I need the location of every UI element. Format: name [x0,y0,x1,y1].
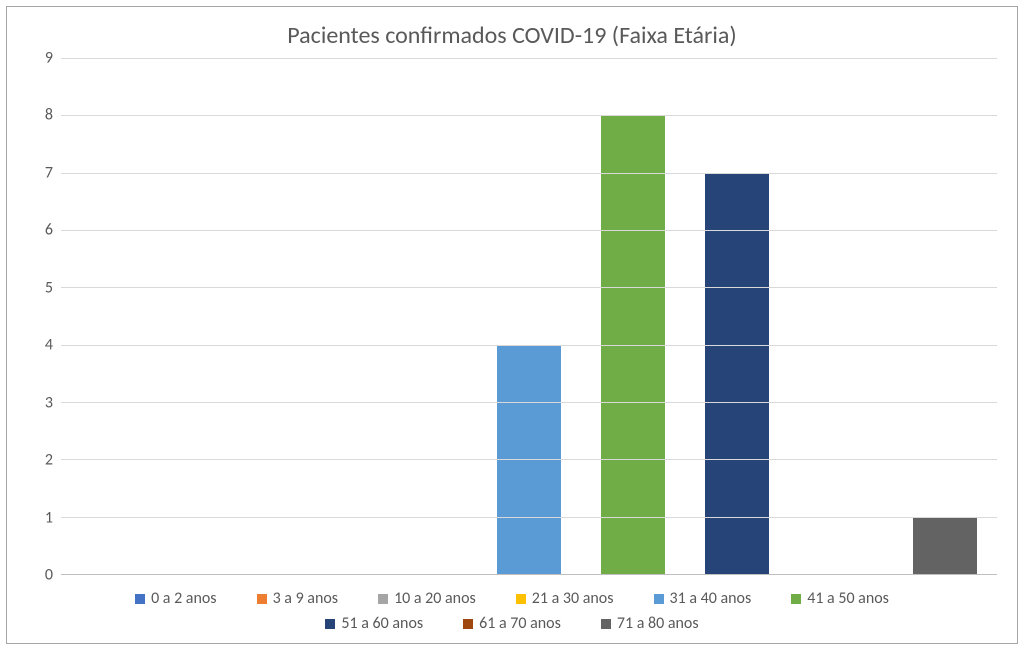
legend-item: 61 a 70 anos [463,614,561,633]
y-tick-label: 0 [45,566,53,585]
y-tick-label: 5 [45,278,53,297]
plot [61,58,997,575]
legend-item: 71 a 80 anos [601,614,699,633]
gridline [61,287,997,288]
bar [705,173,769,574]
chart-title: Pacientes confirmados COVID-19 (Faixa Et… [27,21,997,50]
y-tick-label: 8 [45,106,53,125]
legend-label: 41 a 50 anos [807,589,889,608]
bar-slot [61,58,165,574]
legend-label: 51 a 60 anos [341,614,423,633]
bar-slot [789,58,893,574]
legend-swatch [135,594,145,604]
legend-label: 10 a 20 anos [394,589,476,608]
legend-item: 51 a 60 anos [325,614,423,633]
y-tick-label: 4 [45,336,53,355]
gridline [61,459,997,460]
gridline [61,345,997,346]
legend-label: 31 a 40 anos [670,589,752,608]
legend-label: 0 a 2 anos [151,589,217,608]
y-tick-label: 7 [45,163,53,182]
bar-slot [477,58,581,574]
legend-label: 21 a 30 anos [532,589,614,608]
legend-label: 3 a 9 anos [273,589,339,608]
y-tick-label: 6 [45,221,53,240]
gridline [61,173,997,174]
bar [913,517,977,574]
bar-slot [685,58,789,574]
gridline [61,402,997,403]
gridline [61,517,997,518]
legend-item: 0 a 2 anos [135,589,217,608]
legend-swatch [325,619,335,629]
gridline [61,58,997,59]
y-axis: 0123456789 [27,58,61,575]
y-tick-label: 1 [45,508,53,527]
bar-slot [581,58,685,574]
legend-swatch [378,594,388,604]
legend-label: 71 a 80 anos [617,614,699,633]
y-tick-label: 9 [45,49,53,68]
legend-swatch [791,594,801,604]
legend-label: 61 a 70 anos [479,614,561,633]
y-tick-label: 3 [45,393,53,412]
legend-item: 31 a 40 anos [654,589,752,608]
bar-slot [165,58,269,574]
legend-swatch [516,594,526,604]
bar-slot [893,58,997,574]
bar-slot [373,58,477,574]
y-tick-label: 2 [45,451,53,470]
legend-swatch [601,619,611,629]
legend-swatch [654,594,664,604]
legend-item: 10 a 20 anos [378,589,476,608]
legend-item: 3 a 9 anos [257,589,339,608]
legend-item: 21 a 30 anos [516,589,614,608]
legend-swatch [257,594,267,604]
legend-swatch [463,619,473,629]
chart-container: Pacientes confirmados COVID-19 (Faixa Et… [6,6,1018,644]
legend-item: 41 a 50 anos [791,589,889,608]
plot-area: 0123456789 [27,58,997,575]
gridline [61,115,997,116]
bars-layer [61,58,997,574]
gridline [61,574,997,575]
bar-slot [269,58,373,574]
legend: 0 a 2 anos 3 a 9 anos 10 a 20 anos 21 a 30 … [27,589,997,633]
gridline [61,230,997,231]
